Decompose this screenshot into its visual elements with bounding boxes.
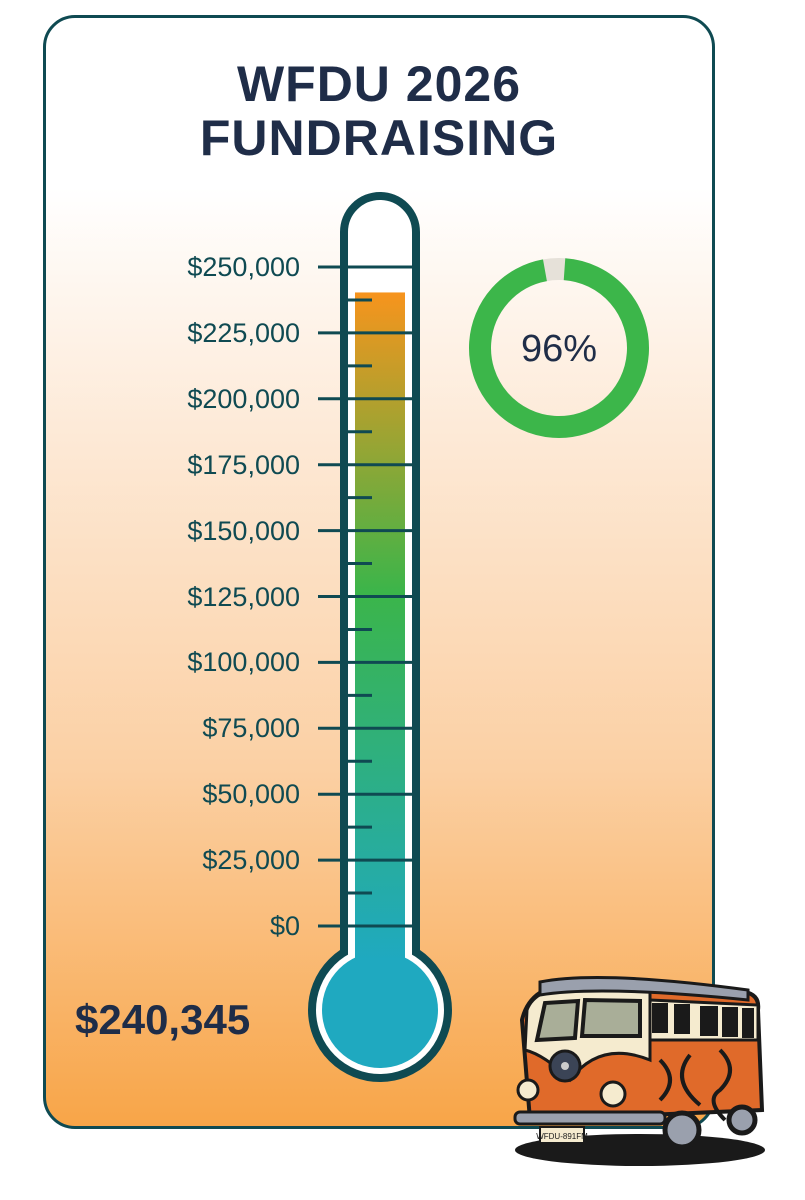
tick-label: $150,000	[187, 515, 300, 546]
title-line-1: WFDU 2026	[236, 56, 522, 112]
tick-label: $125,000	[187, 581, 300, 612]
percent-label: 96%	[520, 328, 598, 370]
tick-label: $50,000	[202, 779, 300, 810]
van-plate: WFDU-891FM	[536, 1132, 588, 1141]
tick-label: $175,000	[187, 449, 300, 480]
tick-label: $0	[269, 911, 300, 941]
tick-label: $225,000	[187, 317, 300, 348]
title-line-2: FUNDRAISING	[199, 110, 559, 166]
thermometer-fill	[355, 292, 405, 961]
tick-label: $200,000	[187, 383, 300, 414]
tick-label: $250,000	[187, 252, 300, 282]
amount-raised: $240,345	[75, 996, 251, 1043]
tick-label: $25,000	[202, 845, 300, 876]
tick-label: $100,000	[187, 647, 300, 678]
tick-label: $75,000	[202, 713, 300, 744]
thermometer-bulb	[322, 952, 438, 1068]
